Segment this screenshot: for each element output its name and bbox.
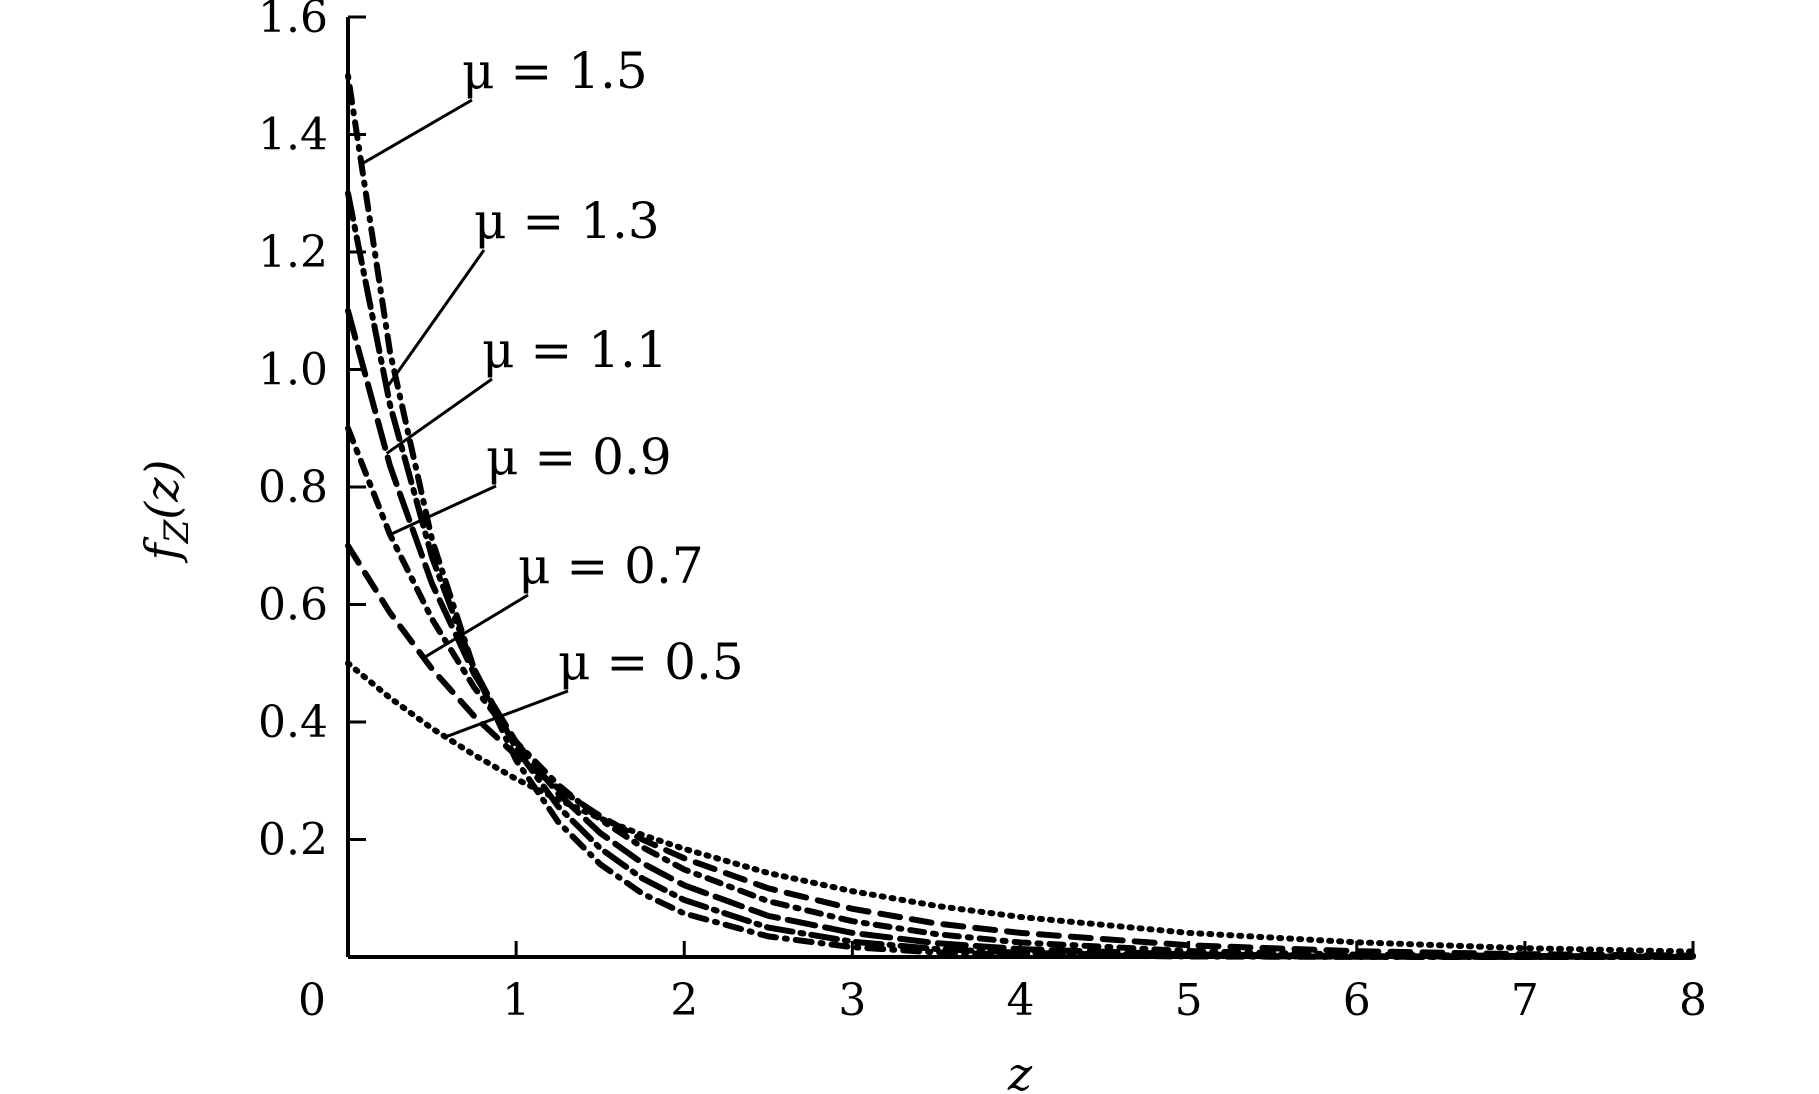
series-label: μ = 1.1: [482, 321, 668, 379]
y-tick-label: 0.4: [258, 697, 328, 748]
series-line-2: [345, 307, 1696, 960]
y-axis-title: fZ(z): [135, 460, 197, 564]
y-tick-label: 0.2: [258, 815, 328, 866]
x-tick-label: 7: [1511, 975, 1539, 1026]
x-tick-label: 8: [1679, 975, 1707, 1026]
y-tick-label: 1.4: [258, 110, 328, 161]
series-label-leader: [389, 484, 497, 536]
x-tick-label: 3: [838, 975, 866, 1026]
series-line-5: [345, 660, 1696, 955]
x-tick-label: 2: [670, 975, 698, 1026]
series-label-leader: [360, 98, 473, 166]
series-label-leader: [444, 689, 569, 739]
y-tick-label: 0.8: [258, 462, 328, 513]
series-label-leader: [385, 377, 493, 455]
axes: [346, 17, 1693, 959]
ticks: 0 1 2 3 4 5 6 7 8 0.2 0.4 0.6 0.8 1.0 1.2 1.4 1.6: [258, 0, 1707, 1026]
y-tick-label: 1.6: [258, 0, 328, 43]
x-tick-label: 1: [502, 975, 530, 1026]
series-label: μ = 0.7: [518, 537, 704, 595]
x-axis-title: z: [1007, 1047, 1033, 1094]
x-tick-label: 4: [1007, 975, 1035, 1026]
series-label: μ = 1.5: [462, 42, 648, 100]
series-line-3: [345, 425, 1696, 960]
series-label: μ = 1.3: [474, 192, 660, 250]
y-tick-label: 1.0: [258, 345, 328, 396]
x-tick-label: 6: [1343, 975, 1371, 1026]
series-label-leader: [422, 593, 529, 660]
x-tick-label: 5: [1175, 975, 1203, 1026]
x-tick-label: 0: [298, 975, 326, 1026]
series-label: μ = 0.5: [558, 633, 744, 691]
y-tick-label: 0.6: [258, 580, 328, 631]
series-line-1: [345, 190, 1696, 960]
series-labels: μ = 1.5 μ = 1.3 μ = 1.1 μ = 0.9 μ = 0.7 μ = 0…: [360, 42, 744, 739]
y-tick-label: 1.2: [258, 227, 328, 278]
series-label-leader: [385, 249, 486, 389]
series-line-4: [345, 542, 1696, 959]
series-label: μ = 0.9: [486, 428, 672, 486]
